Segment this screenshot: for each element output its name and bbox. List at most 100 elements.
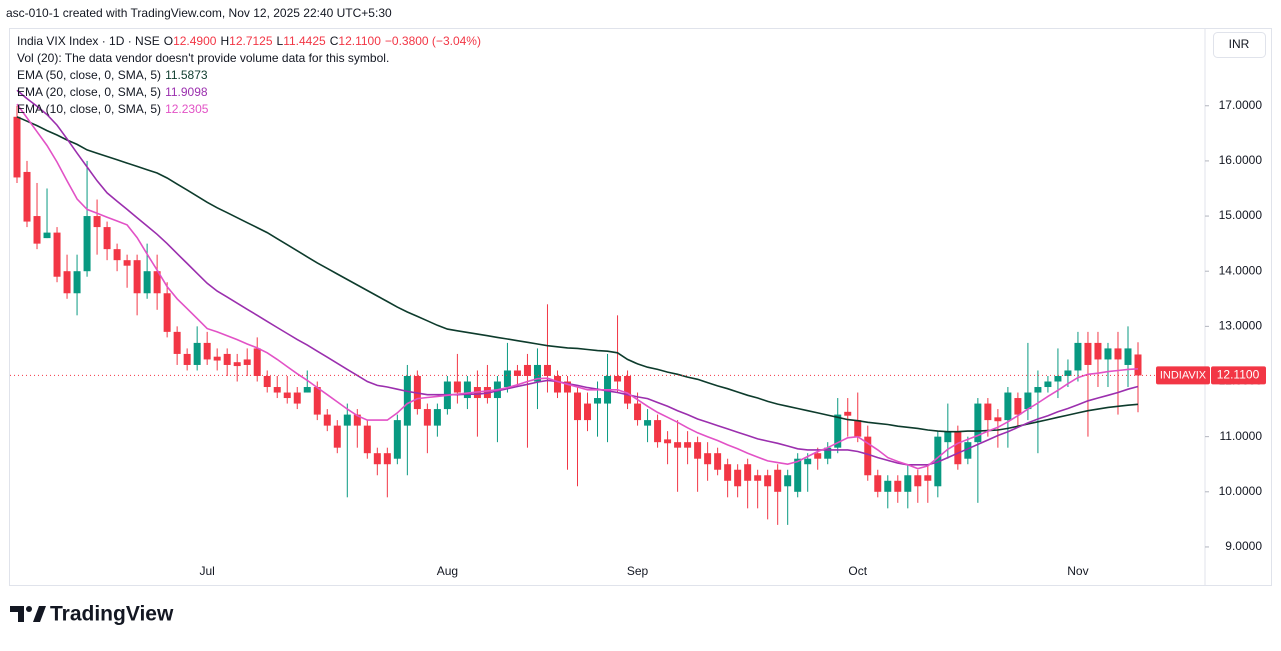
currency[interactable]: INR bbox=[1229, 37, 1250, 51]
candle-body bbox=[33, 216, 41, 244]
candle-body bbox=[243, 359, 251, 365]
candle-body bbox=[1134, 354, 1142, 376]
candle-body bbox=[574, 392, 581, 421]
candle-body bbox=[724, 464, 732, 481]
y-tick-label: 17.0000 bbox=[1219, 98, 1263, 112]
ohlc-value: 11.4425 bbox=[283, 34, 326, 48]
logo-dot bbox=[26, 606, 32, 612]
candle-body bbox=[804, 458, 812, 465]
candle-body bbox=[794, 458, 802, 492]
candle-body bbox=[553, 375, 561, 393]
legend-name: EMA (10, close, 0, SMA, 5) bbox=[17, 102, 161, 116]
candle-body bbox=[994, 417, 1002, 422]
legend-item: EMA (10, close, 0, SMA, 5) 12.2305 bbox=[17, 102, 209, 116]
brand: TradingView bbox=[50, 603, 174, 626]
candle-body bbox=[814, 453, 822, 459]
candle-body bbox=[854, 420, 862, 437]
candle-body bbox=[273, 387, 281, 393]
candle-body bbox=[53, 232, 61, 277]
candle-body bbox=[13, 116, 21, 178]
candle-body bbox=[954, 431, 962, 465]
legend-value: 11.5873 bbox=[165, 68, 208, 82]
candle-body bbox=[343, 414, 351, 426]
candle-body bbox=[393, 420, 401, 459]
candle-body bbox=[654, 420, 662, 443]
legend: India VIX Index · 1D · NSE O12.4900 H12.71… bbox=[17, 34, 481, 116]
candle-body bbox=[503, 370, 511, 388]
candle-body bbox=[1094, 342, 1102, 360]
ema-line bbox=[16, 116, 1139, 433]
candle-body bbox=[824, 447, 832, 459]
candle-body bbox=[614, 375, 622, 382]
candle-body bbox=[834, 414, 842, 448]
candle-body bbox=[844, 411, 852, 416]
y-tick-label: 9.0000 bbox=[1225, 539, 1262, 553]
candle-body bbox=[694, 442, 702, 459]
candle-body bbox=[43, 232, 51, 239]
candle-body bbox=[63, 271, 71, 294]
ohlc-value: 12.1100 bbox=[338, 34, 381, 48]
candle-body bbox=[1004, 392, 1012, 421]
x-tick-label: Nov bbox=[1067, 564, 1088, 578]
ema-line bbox=[16, 103, 1139, 470]
ohlc-value: 12.4900 bbox=[173, 34, 217, 48]
candle-body bbox=[193, 342, 201, 365]
candle-body bbox=[744, 464, 752, 481]
candle-body bbox=[333, 425, 341, 448]
symbol: India VIX Index · 1D · NSE bbox=[17, 34, 160, 48]
ohlc-value: 12.7125 bbox=[229, 34, 273, 48]
candle-body bbox=[584, 403, 592, 421]
x-tick-label: Jul bbox=[199, 564, 214, 578]
currency-box[interactable] bbox=[1213, 32, 1266, 58]
candle-body bbox=[543, 364, 551, 376]
candle-body bbox=[904, 475, 912, 492]
y-tick-label: 14.0000 bbox=[1219, 263, 1263, 277]
candle-body bbox=[1044, 381, 1052, 388]
candle-body bbox=[83, 216, 91, 272]
chart-frame bbox=[9, 28, 1272, 586]
candle-body bbox=[263, 375, 271, 388]
candle-body bbox=[93, 216, 101, 228]
candle-body bbox=[293, 392, 301, 404]
candle-body bbox=[163, 293, 171, 332]
candle-body bbox=[353, 414, 361, 426]
candle-body bbox=[233, 362, 241, 367]
legend-item: EMA (50, close, 0, SMA, 5) 11.5873 bbox=[17, 68, 208, 82]
candle-body bbox=[594, 398, 602, 404]
price-tag bbox=[1211, 366, 1266, 385]
candle-body bbox=[624, 375, 632, 404]
candle-body bbox=[984, 403, 992, 421]
x-tick-label: Aug bbox=[437, 564, 458, 578]
candle-body bbox=[1034, 387, 1042, 393]
candle-body bbox=[253, 348, 261, 376]
y-tick-label: 10.0000 bbox=[1219, 484, 1263, 498]
candle-body bbox=[894, 480, 902, 492]
candle-body bbox=[1124, 348, 1132, 365]
ohlc-key: L bbox=[277, 34, 284, 48]
candle-body bbox=[754, 475, 762, 481]
logo-shape bbox=[10, 606, 24, 622]
y-tick-label: 15.0000 bbox=[1219, 208, 1263, 222]
candle-body bbox=[203, 342, 211, 360]
ema-line bbox=[16, 89, 1139, 466]
candle-body bbox=[704, 453, 712, 465]
candle-body bbox=[664, 439, 672, 444]
candle-body bbox=[23, 171, 31, 222]
volume-note: Vol (20): The data vendor doesn't provid… bbox=[17, 51, 389, 65]
x-tick-label: Oct bbox=[848, 564, 867, 578]
candle-body bbox=[433, 409, 441, 426]
legend-name: EMA (20, close, 0, SMA, 5) bbox=[17, 85, 161, 99]
candle-body bbox=[453, 381, 461, 393]
candle-body bbox=[323, 414, 331, 426]
candle-body bbox=[513, 370, 521, 376]
candle-body bbox=[143, 271, 151, 294]
candle-body bbox=[123, 260, 131, 266]
candle-body bbox=[774, 469, 782, 492]
change: −0.3800 (−3.04%) bbox=[385, 34, 481, 48]
legend-item: EMA (20, close, 0, SMA, 5) 11.9098 bbox=[17, 85, 208, 99]
candle-body bbox=[283, 392, 291, 399]
candle-body bbox=[734, 469, 742, 487]
candle-body bbox=[213, 356, 221, 361]
y-tick-label: 11.0000 bbox=[1220, 429, 1263, 443]
